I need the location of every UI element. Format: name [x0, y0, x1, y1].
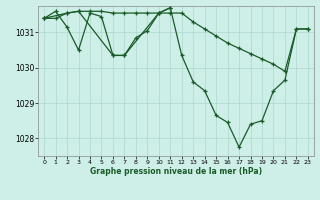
X-axis label: Graphe pression niveau de la mer (hPa): Graphe pression niveau de la mer (hPa)	[90, 167, 262, 176]
